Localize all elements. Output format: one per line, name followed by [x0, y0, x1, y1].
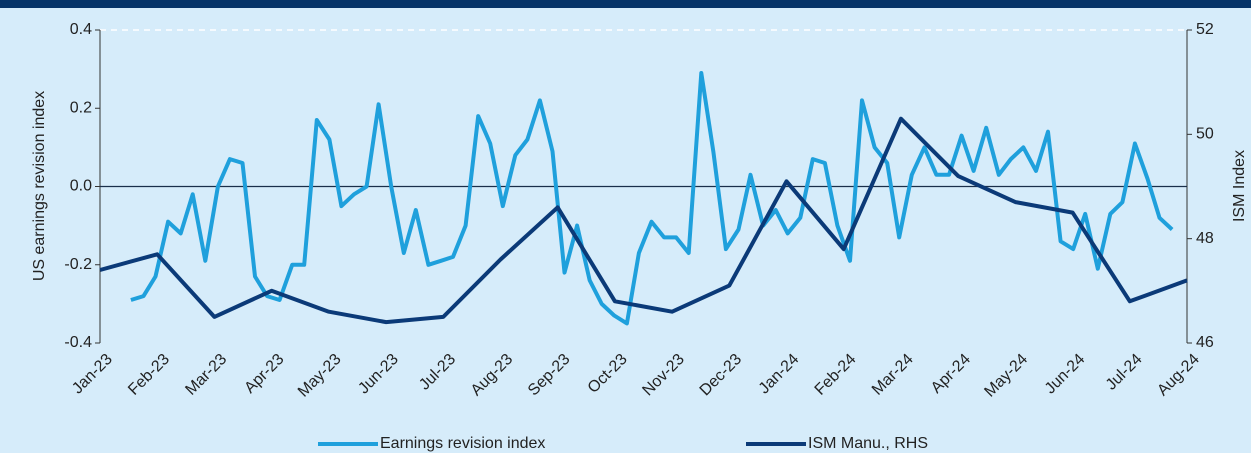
x-tick-label: Nov-23: [639, 351, 688, 400]
x-tick-label: Feb-24: [812, 351, 860, 399]
x-tick-label: Apr-24: [928, 351, 974, 397]
legend-label: ISM Manu., RHS: [808, 435, 928, 452]
x-tick-label: Aug-23: [468, 351, 517, 400]
x-tick-label: Jun-24: [1042, 351, 1089, 398]
y-tick-label: -0.2: [64, 256, 92, 273]
y-tick-label: -0.4: [64, 334, 92, 351]
y-tick-label: 0.2: [70, 99, 92, 116]
x-tick-label: May-23: [295, 351, 345, 401]
x-tick-label: Oct-23: [585, 351, 631, 397]
top-bar: [0, 0, 1251, 8]
x-tick-label: Dec-23: [697, 351, 746, 400]
series-line: [130, 71, 1174, 326]
x-tick-label: Sep-23: [525, 351, 574, 400]
x-tick-label: Mar-23: [182, 351, 230, 399]
x-tick-label: May-24: [981, 351, 1031, 401]
x-tick-label: Feb-23: [125, 351, 173, 399]
x-tick-label: Jun-23: [355, 351, 402, 398]
y2-axis-title: ISM Index: [1231, 150, 1248, 222]
x-tick-label: Mar-24: [869, 351, 917, 399]
x-tick-label: Jul-24: [1103, 351, 1146, 394]
y2-tick-label: 52: [1196, 21, 1214, 38]
y-axis-title: US earnings revision index: [31, 91, 48, 281]
x-tick-label: Jul-23: [416, 351, 459, 394]
y-tick-label: 0.4: [70, 21, 92, 38]
series-line: [99, 116, 1188, 325]
x-tick-label: Jan-24: [756, 351, 803, 398]
y2-tick-label: 46: [1196, 334, 1214, 351]
x-tick-label: Aug-24: [1154, 351, 1203, 400]
y-tick-label: 0.0: [70, 178, 92, 195]
legend-label: Earnings revision index: [380, 435, 545, 452]
y2-tick-label: 50: [1196, 126, 1214, 143]
x-tick-label: Apr-23: [241, 351, 287, 397]
y2-tick-label: 48: [1196, 230, 1214, 247]
x-tick-label: Jan-23: [69, 351, 116, 398]
